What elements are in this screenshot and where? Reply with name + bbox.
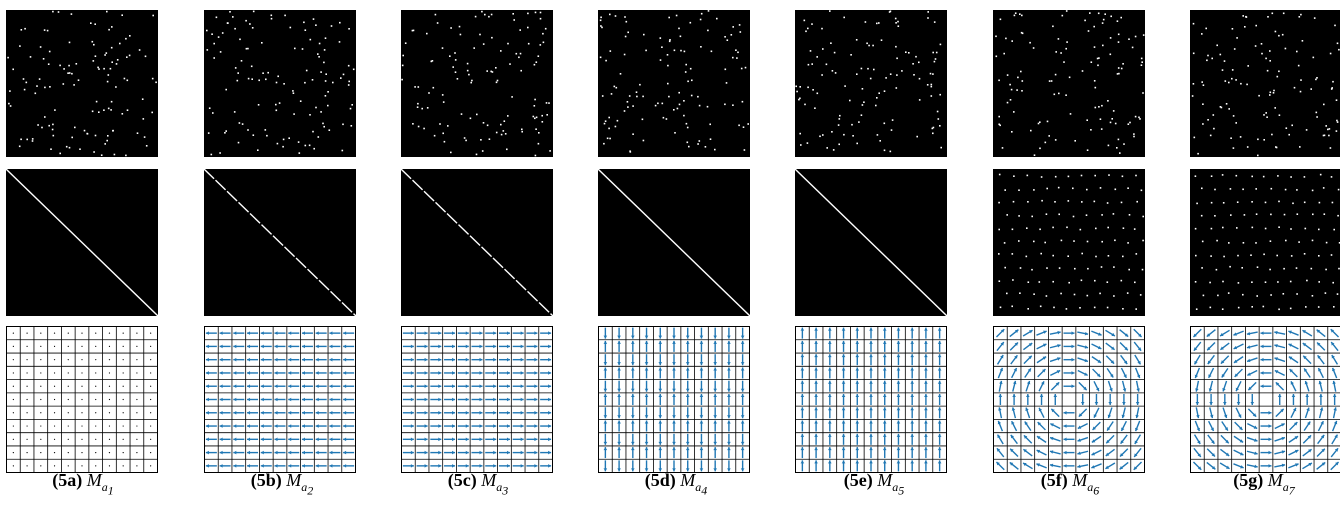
permutation-dots [1191, 12, 1340, 157]
vector-field-5f [993, 326, 1145, 473]
vector-field-5e [795, 326, 947, 473]
matrix-middle-5f [993, 169, 1145, 316]
matrix-top-5g [1190, 10, 1340, 157]
vector-field-5b [204, 326, 356, 473]
caption-5e: (5e) Ma5 [843, 470, 905, 497]
diagonal-line [6, 169, 158, 316]
lattice-dots [1194, 173, 1340, 311]
matrix-top-5a [6, 10, 158, 157]
matrix-middle-5d [598, 169, 750, 316]
caption-5a: (5a) Ma1 [52, 470, 114, 497]
matrix-top-5d [598, 10, 750, 157]
grid-lines [204, 326, 356, 473]
grid-lines [401, 326, 553, 473]
matrix-top-5b [204, 10, 356, 157]
grid-lines [6, 326, 158, 473]
matrix-middle-5c [401, 169, 553, 316]
diagonal-line [598, 169, 750, 316]
grid-lines [795, 326, 947, 473]
permutation-dots [995, 10, 1145, 156]
arrows [205, 331, 355, 468]
vector-field-5d [598, 326, 750, 473]
grid-lines [598, 326, 750, 473]
permutation-dots [7, 10, 157, 157]
matrix-middle-5a [6, 169, 158, 316]
arrows [402, 331, 552, 468]
arrows [1192, 328, 1340, 471]
permutation-dots [401, 10, 551, 157]
caption-5b: (5b) Ma2 [250, 470, 314, 497]
arrows [800, 327, 942, 472]
caption-5c: (5c) Ma3 [447, 470, 509, 497]
matrix-middle-5b [204, 169, 356, 316]
diagonal-line [795, 169, 947, 316]
vector-field-5g [1190, 326, 1340, 473]
vector-field-5a [6, 326, 158, 473]
caption-5d: (5d) Ma4 [644, 470, 708, 497]
diagonal-line [401, 169, 553, 316]
caption-5f: (5f) Ma6 [1040, 470, 1100, 497]
arrows [995, 328, 1143, 471]
grid-lines [993, 326, 1145, 473]
permutation-dots [795, 10, 942, 153]
matrix-top-5c [401, 10, 553, 157]
diagonal-line [204, 169, 356, 316]
matrix-top-5f [993, 10, 1145, 157]
matrix-middle-5e [795, 169, 947, 316]
arrows [603, 327, 745, 472]
vector-field-5c [401, 326, 553, 473]
permutation-dots [206, 10, 355, 156]
matrix-middle-5g [1190, 169, 1340, 316]
grid-lines [1190, 326, 1340, 473]
lattice-dots [998, 173, 1144, 310]
matrix-top-5e [795, 10, 947, 157]
permutation-dots [599, 10, 749, 153]
arrows [12, 332, 152, 467]
caption-5g: (5g) Ma7 [1233, 470, 1295, 497]
